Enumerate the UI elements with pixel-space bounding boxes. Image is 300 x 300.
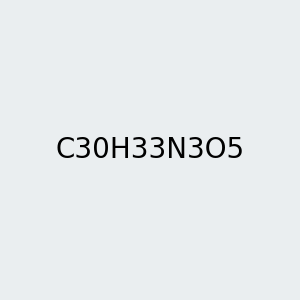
Text: C30H33N3O5: C30H33N3O5	[56, 136, 244, 164]
